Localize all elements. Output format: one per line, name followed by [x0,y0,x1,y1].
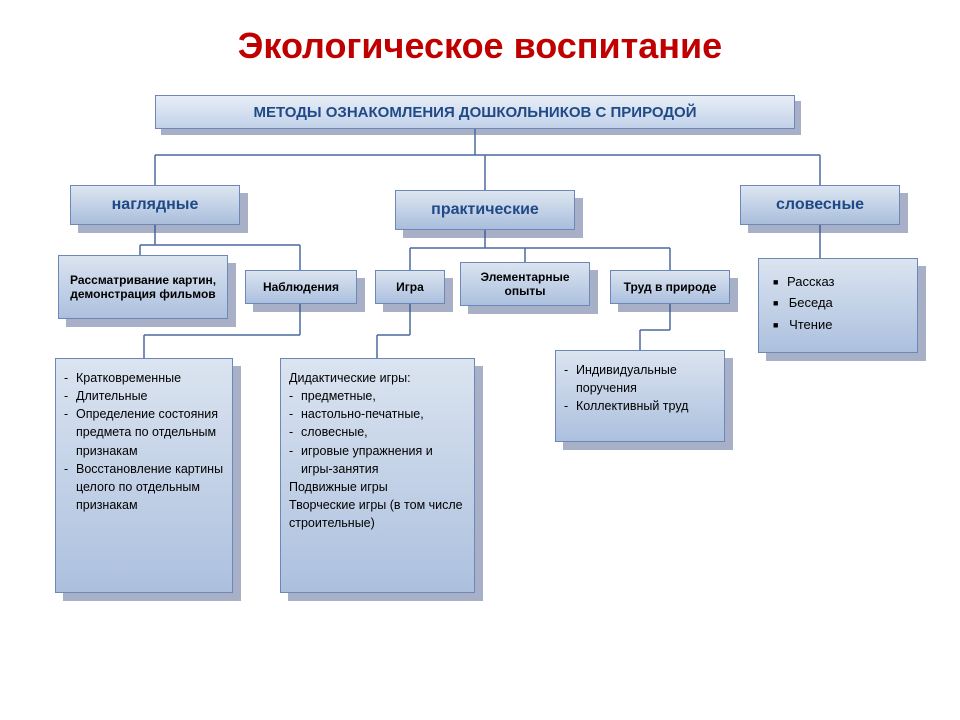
cat-verbal: словесные [740,185,900,225]
detail-mid-i0: предметные, [289,387,466,405]
verbal-item-story: Рассказ [773,271,835,292]
detail-left-i2: Определение состояния предмета по отдель… [64,405,224,459]
detail-mid-i3: игровые упражнения и игры-занятия [289,442,466,478]
cat-visual: наглядные [70,185,240,225]
main-title: Экологическое воспитание [0,0,960,85]
detail-right: Индивидуальные поручения Коллективный тр… [555,350,725,442]
sub-verbal-box: Рассказ Беседа Чтение [758,258,918,353]
verbal-item-reading: Чтение [773,314,835,335]
detail-mid-f1: Творческие игры (в том числе строительны… [289,496,466,532]
subtitle-box: МЕТОДЫ ОЗНАКОМЛЕНИЯ ДОШКОЛЬНИКОВ С ПРИРО… [155,95,795,129]
detail-right-i0: Индивидуальные поручения [564,361,716,397]
detail-left-i1: Длительные [64,387,224,405]
detail-left-i3: Восстановление картины целого по отдельн… [64,460,224,514]
detail-mid-i1: настольно-печатные, [289,405,466,423]
sub-experiments: Элементарные опыты [460,262,590,306]
sub-pictures: Рассматривание картин, демонстрация филь… [58,255,228,319]
sub-labor: Труд в природе [610,270,730,304]
detail-mid-f0: Подвижные игры [289,478,466,496]
detail-left-i0: Кратковременные [64,369,224,387]
detail-mid-header: Дидактические игры: [289,369,466,387]
detail-mid: Дидактические игры: предметные, настольн… [280,358,475,593]
detail-mid-i2: словесные, [289,423,466,441]
detail-left: Кратковременные Длительные Определение с… [55,358,233,593]
sub-observation: Наблюдения [245,270,357,304]
detail-right-i1: Коллективный труд [564,397,716,415]
sub-game: Игра [375,270,445,304]
verbal-item-talk: Беседа [773,292,835,313]
cat-practical: практические [395,190,575,230]
